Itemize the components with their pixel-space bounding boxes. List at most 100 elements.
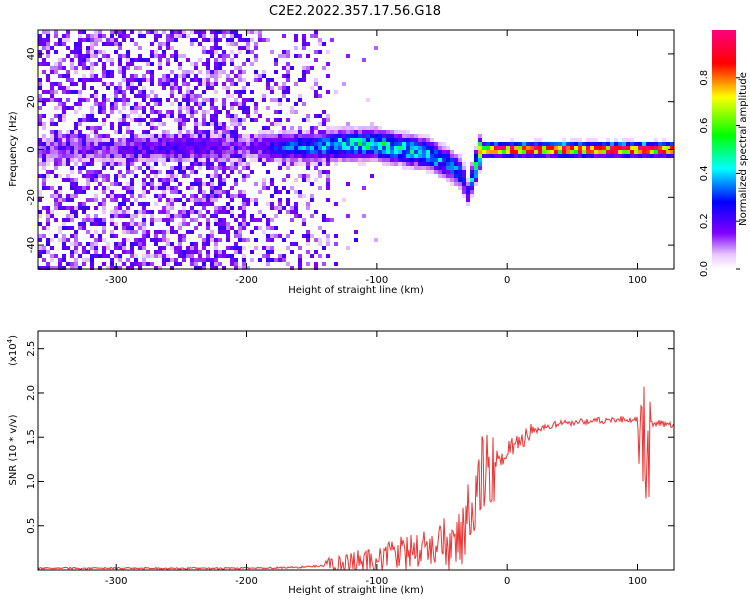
spectrogram-cell (42, 90, 46, 94)
spectrogram-cell (270, 226, 274, 230)
spectrogram-cell (122, 134, 126, 138)
spectrogram-cell (450, 174, 454, 178)
spectrogram-cell (210, 182, 214, 186)
spectrogram-cell (182, 254, 186, 258)
spectrogram-cell (102, 98, 106, 102)
spectrogram-cell (230, 122, 234, 126)
spectrogram-cell (170, 114, 174, 118)
spectrogram-cell (306, 202, 310, 206)
spectrogram-cell (118, 138, 122, 142)
spectrogram-cell (210, 234, 214, 238)
spectrogram-cell (430, 154, 434, 158)
spectrogram-cell (130, 162, 134, 166)
spectrogram-cell (306, 230, 310, 234)
spectrogram-cell (186, 70, 190, 74)
spectrogram-cell (74, 158, 78, 162)
spectrogram-cell (62, 110, 66, 114)
spectrogram-cell (570, 142, 574, 146)
spectrogram-cell (618, 146, 622, 150)
spectrogram-cell (322, 262, 326, 266)
spectrogram-cell (210, 190, 214, 194)
spectrogram-cell (62, 218, 66, 222)
spectrogram-cell (166, 174, 170, 178)
spectrogram-cell (254, 46, 258, 50)
spectrogram-cell (238, 118, 242, 122)
spectrogram-cell (526, 150, 530, 154)
spectrogram-cell (130, 58, 134, 62)
spectrogram-cell (74, 266, 78, 270)
spectrogram-cell (114, 38, 118, 42)
spectrogram-cell (458, 174, 462, 178)
spectrogram-cell (142, 86, 146, 90)
spectrogram-cell (206, 138, 210, 142)
spectrogram-cell (86, 50, 90, 54)
spectrogram-cell (202, 150, 206, 154)
spectrogram-cell (50, 154, 54, 158)
spectrogram-cell (226, 222, 230, 226)
spectrogram-cell (230, 170, 234, 174)
spectrogram-cell (110, 218, 114, 222)
spectrogram-cell (194, 138, 198, 142)
spectrogram-cell (218, 142, 222, 146)
spectrogram-cell (110, 198, 114, 202)
spectrogram-cell (282, 94, 286, 98)
spectrogram-cell (406, 134, 410, 138)
spectrogram-cell (222, 102, 226, 106)
spectrogram-cell (410, 146, 414, 150)
spectrogram-cell (66, 142, 70, 146)
spectrogram-cell (86, 242, 90, 246)
spectrogram-cell (142, 258, 146, 262)
spectrogram-cell (386, 130, 390, 134)
spectrogram-cell (394, 162, 398, 166)
spectrogram-cell (314, 158, 318, 162)
spectrogram-cell (94, 126, 98, 130)
spectrogram-cell (130, 158, 134, 162)
spectrogram-cell (262, 246, 266, 250)
spectrogram-cell (58, 186, 62, 190)
spectrogram-cell (54, 254, 58, 258)
spectrogram-cell (178, 262, 182, 266)
spectrogram-cell (430, 158, 434, 162)
spectrogram-cell (130, 62, 134, 66)
spectrogram-cell (574, 150, 578, 154)
spectrogram-cell (270, 50, 274, 54)
spectrogram-cell (242, 258, 246, 262)
spectrogram-cell (170, 214, 174, 218)
spectrogram-cell (302, 158, 306, 162)
spectrogram-cell (238, 106, 242, 110)
spectrogram-cell (210, 70, 214, 74)
spectrogram-cell (246, 46, 250, 50)
spectrogram-cell (162, 146, 166, 150)
spectrogram-cell (598, 154, 602, 158)
spectrogram-cell (250, 218, 254, 222)
spectrogram-cell (450, 150, 454, 154)
spectrogram-cell (562, 138, 566, 142)
spectrogram-cell (130, 90, 134, 94)
spectrogram-cell (314, 58, 318, 62)
spectrogram-cell (46, 38, 50, 42)
spectrogram-cell (430, 166, 434, 170)
spectrogram-cell (238, 170, 242, 174)
spectrogram-cell (606, 154, 610, 158)
spectrogram-cell (290, 134, 294, 138)
spectrogram-cell (122, 154, 126, 158)
spectrogram-cell (398, 134, 402, 138)
spectrogram-cell (162, 158, 166, 162)
spectrogram-cell (186, 254, 190, 258)
spectrogram-cell (458, 166, 462, 170)
spectrogram-cell (278, 154, 282, 158)
spectrogram-cell (82, 202, 86, 206)
spectrogram-cell (266, 234, 270, 238)
spectrogram-cell (154, 254, 158, 258)
spectrogram-cell (594, 138, 598, 142)
spectrogram-cell (262, 70, 266, 74)
spectrogram-cell (450, 162, 454, 166)
spectrogram-cell (166, 222, 170, 226)
spectrogram-cell (46, 170, 50, 174)
spectrogram-cell (618, 142, 622, 146)
spectrogram-cell (94, 50, 98, 54)
spectrogram-cell (242, 158, 246, 162)
spectrogram-cell (102, 118, 106, 122)
spectrogram-cell (298, 266, 302, 270)
spectrogram-cell (662, 154, 666, 158)
